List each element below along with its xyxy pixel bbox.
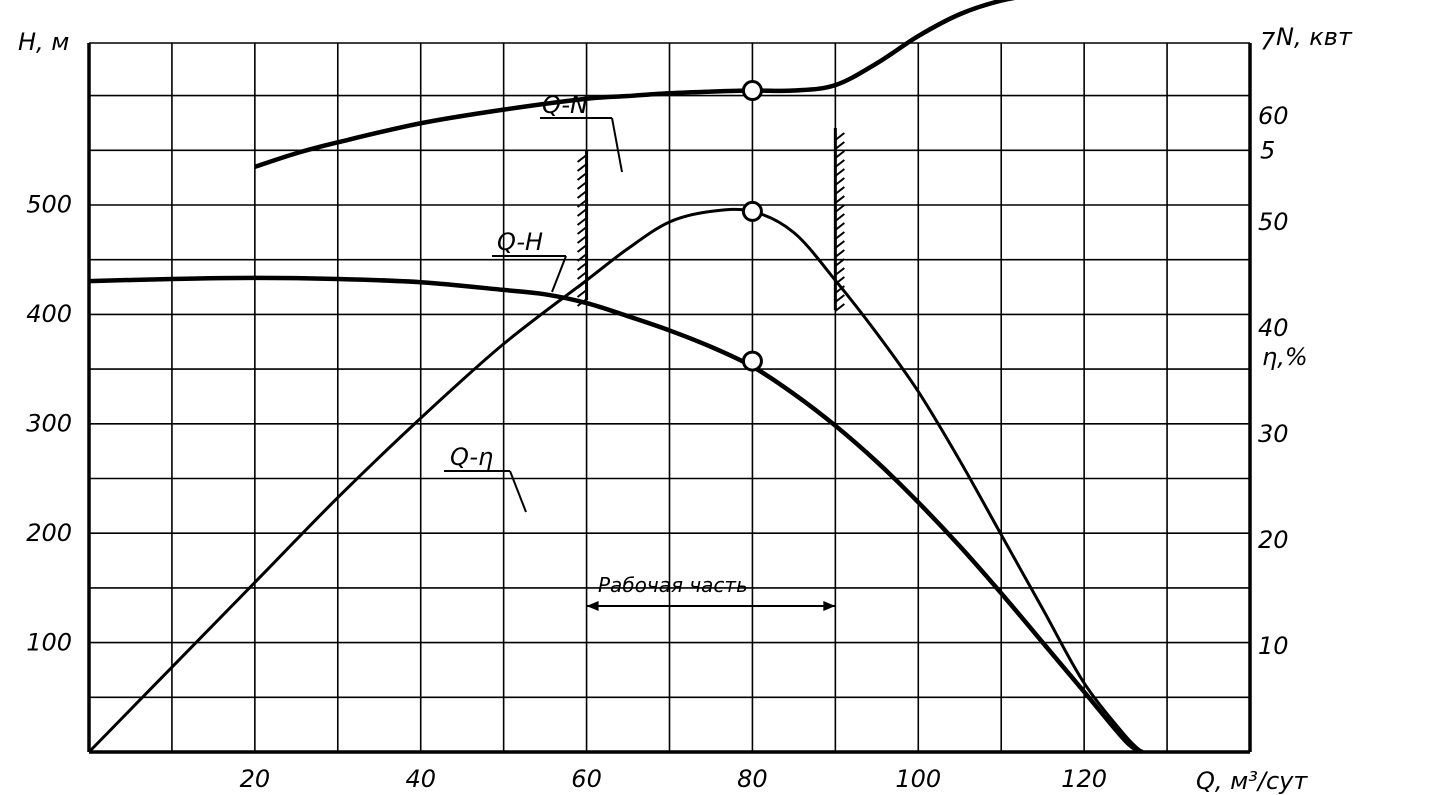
x-tick-label: 100: [895, 765, 941, 793]
right-efficiency-tick-label: 60: [1258, 102, 1289, 130]
operating-range-label: Рабочая часть: [598, 573, 748, 597]
range-start-hatch: [576, 226, 588, 235]
range-end-hatch: [834, 177, 845, 186]
range-end-hatch: [834, 231, 845, 240]
right-efficiency-tick-label: 10: [1258, 632, 1289, 660]
range-start-hatch: [576, 154, 588, 163]
y-right-efficiency-axis-label: η,%: [1262, 343, 1308, 371]
range-start-hatch: [576, 181, 588, 190]
x-axis-label: Q, м³/сут: [1196, 767, 1308, 795]
range-start-hatch: [576, 253, 588, 262]
design-point-marker: [741, 350, 763, 372]
range-start-hatch: [576, 163, 588, 172]
range-end-hatch: [834, 150, 845, 159]
range-start-hatch: [576, 289, 588, 298]
x-tick-label: 120: [1061, 765, 1107, 793]
x-tick-label: 20: [240, 765, 271, 793]
range-end-hatch: [834, 303, 845, 312]
range-start-hatch: [576, 217, 588, 226]
series-callouts: Q-N Q-H Q-η: [444, 91, 623, 513]
range-arrow-left: [586, 601, 599, 611]
range-end-hatch: [834, 240, 845, 249]
axes: [87, 42, 1252, 754]
q-h-curve: [88, 275, 1144, 754]
left-tick-label: 400: [26, 300, 72, 328]
right-efficiency-tick-label: 50: [1258, 208, 1289, 236]
range-start-hatch: [576, 172, 588, 181]
range-end-hatch: [834, 258, 845, 267]
x-axis-ticks: 20 40 60 80 100 120: [240, 765, 1107, 793]
range-start-hatch: [576, 208, 588, 217]
q-h-leader: [551, 255, 567, 293]
range-end-hatch: [834, 222, 845, 231]
right-efficiency-tick-label: 40: [1258, 314, 1289, 342]
range-start-hatch: [576, 199, 588, 208]
right-efficiency-tick-label: 20: [1258, 526, 1289, 554]
right-power-tick-label: 7: [1260, 28, 1276, 56]
left-tick-label: 200: [26, 519, 72, 547]
range-end-hatch: [834, 195, 845, 204]
left-tick-label: 100: [26, 629, 72, 657]
q-eta-leader: [509, 470, 527, 513]
series-label-q-eta: Q-η: [450, 443, 493, 471]
right-efficiency-axis-ticks: 10 20 30 40 50 60: [1258, 102, 1289, 660]
range-end-hatch: [834, 249, 845, 258]
grid: [89, 43, 1250, 752]
range-end-hatch: [834, 267, 845, 276]
x-tick-label: 80: [737, 765, 768, 793]
design-point-marker: [741, 80, 763, 102]
y-right-power-axis-label: N, квт: [1276, 23, 1353, 51]
left-tick-label: 500: [26, 191, 72, 219]
x-tick-label: 60: [571, 765, 602, 793]
x-tick-label: 40: [405, 765, 436, 793]
range-arrow-right: [823, 601, 836, 611]
range-end-hatch: [834, 186, 845, 195]
series-label-q-n: Q-N: [542, 91, 588, 119]
left-axis-ticks: 100 200 300 400 500: [26, 191, 72, 657]
range-end-hatch: [834, 159, 845, 168]
y-left-axis-label: Н, м: [18, 28, 69, 56]
range-start-hatch: [576, 262, 588, 271]
range-end-hatch: [834, 204, 845, 213]
q-n-leader: [611, 117, 623, 173]
range-end-hatch: [834, 132, 845, 141]
design-point-markers: [741, 80, 763, 372]
right-power-axis-ticks: 579: [1260, 28, 1276, 165]
range-start-hatch: [576, 271, 588, 280]
right-power-tick-label: 5: [1260, 137, 1275, 165]
curves: [87, 0, 1144, 754]
range-end-hatch: [834, 213, 845, 222]
left-tick-label: 300: [26, 410, 72, 438]
series-label-q-h: Q-H: [497, 228, 543, 256]
range-start-hatch: [576, 190, 588, 199]
range-start-hatch: [576, 235, 588, 244]
range-end-hatch: [834, 294, 845, 303]
design-point-marker: [741, 200, 763, 222]
right-efficiency-tick-label: 30: [1258, 420, 1289, 448]
q-n-curve: [254, 0, 1016, 169]
range-end-hatch: [834, 141, 845, 150]
range-end-hatch: [834, 168, 845, 177]
range-start-hatch: [576, 244, 588, 253]
q-eta-curve: [87, 207, 1144, 754]
